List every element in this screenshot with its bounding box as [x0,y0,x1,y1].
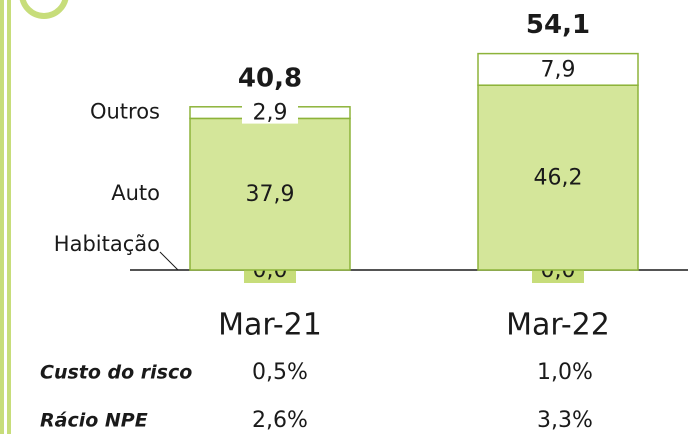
x-tick-label: Mar-21 [218,308,322,343]
row-value: 3,3% [537,408,593,433]
legend-label: Outros [90,100,160,124]
total-label: 40,8 [238,63,302,93]
label-bg [242,101,298,124]
value-label: 2,9 [253,101,288,126]
value-label: 7,9 [541,57,576,82]
decor-stripe [0,0,4,434]
row-label: Rácio NPE [40,410,148,432]
row-value: 0,5% [252,360,308,385]
legend-label: Auto [111,181,160,205]
bar-segment [189,117,351,271]
total-label: 54,1 [526,10,590,40]
legend-label: Habitação [54,232,160,256]
row-label: Custo do risco [40,362,192,384]
x-tick-label: Mar-22 [506,308,610,343]
leader-line [159,251,179,271]
row-value: 1,0% [537,360,593,385]
bar-segment [477,52,639,86]
value-label: 37,9 [246,182,295,207]
row-value: 2,6% [252,408,308,433]
decor-circle [19,0,69,19]
value-label: 46,2 [534,166,583,191]
decor-stripe [7,0,11,434]
